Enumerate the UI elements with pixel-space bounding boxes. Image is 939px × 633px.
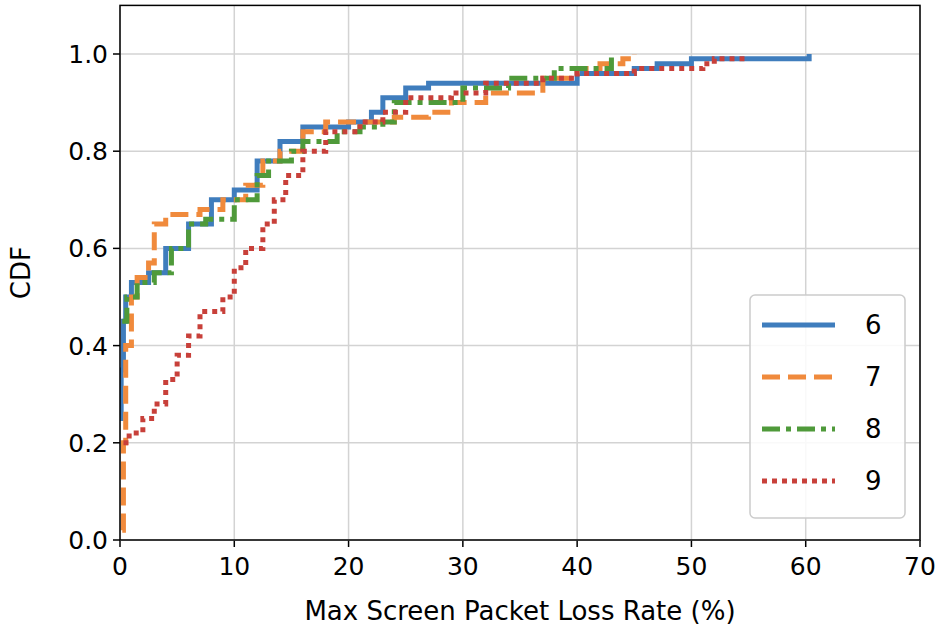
tick-label: 50 (676, 552, 708, 581)
cdf-line (122, 54, 611, 321)
chart-svg: 0 10 20 30 40 50 60 70 0.0 0.2 0.4 0.6 0.8 1.0 Max Scr… (0, 0, 939, 633)
grid-line (691, 5, 693, 540)
tick-label: 0.6 (68, 234, 108, 263)
grid-line (120, 53, 920, 55)
grid-line (120, 248, 920, 250)
cdf-line (122, 54, 634, 530)
plot-frame (120, 5, 920, 540)
tick-mark (691, 540, 693, 547)
tick-mark (919, 540, 921, 547)
legend-label: 8 (865, 414, 882, 444)
tick-label: 60 (790, 552, 822, 581)
legend-label: 6 (865, 310, 882, 340)
tick-mark (113, 150, 120, 152)
legend-label: 7 (865, 362, 882, 392)
legend-swatch (762, 427, 835, 432)
cdf-line (123, 59, 748, 443)
legend-swatch (762, 479, 835, 484)
legend: 6 7 8 9 (750, 295, 905, 518)
legend-box (750, 295, 905, 518)
legend-swatch (762, 375, 835, 380)
x-axis-label: Max Screen Packet Loss Rate (%) (304, 596, 735, 626)
tick-mark (348, 540, 350, 547)
tick-mark (462, 540, 464, 547)
tick-label: 70 (904, 552, 936, 581)
tick-mark (113, 248, 120, 250)
tick-mark (113, 345, 120, 347)
tick-label: 1.0 (68, 40, 108, 69)
tick-label: 0.4 (68, 332, 108, 361)
tick-mark (576, 540, 578, 547)
chart-container: 0 10 20 30 40 50 60 70 0.0 0.2 0.4 0.6 0.8 1.0 Max Scr… (0, 0, 939, 633)
tick-label: 0.8 (68, 137, 108, 166)
grid-line (348, 5, 350, 540)
plot-area (120, 54, 809, 530)
tick-label: 30 (447, 552, 479, 581)
legend-swatch (762, 323, 835, 328)
tick-mark (119, 540, 121, 547)
tick-mark (234, 540, 236, 547)
tick-mark (113, 53, 120, 55)
tick-label: 0 (112, 552, 128, 581)
tick-label: 20 (333, 552, 365, 581)
tick-label: 10 (218, 552, 250, 581)
legend-label: 9 (865, 466, 882, 496)
tick-mark (805, 540, 807, 547)
cdf-line (120, 54, 809, 419)
tick-label: 40 (561, 552, 593, 581)
tick-mark (113, 442, 120, 444)
y-axis-label: CDF (6, 246, 36, 299)
tick-label: 0.0 (68, 526, 108, 555)
tick-mark (113, 539, 120, 541)
tick-label: 0.2 (68, 429, 108, 458)
grid-line (120, 150, 920, 152)
